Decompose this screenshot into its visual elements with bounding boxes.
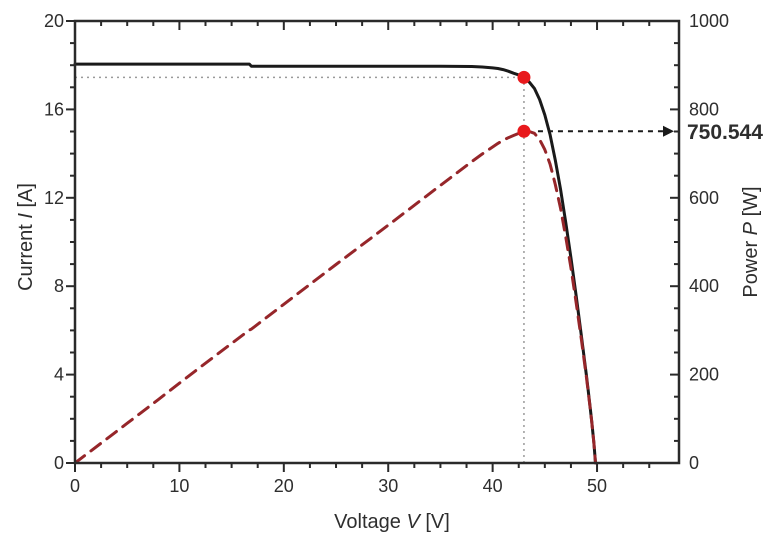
x-tick-label: 50 (587, 476, 607, 496)
x-tick-label: 10 (169, 476, 189, 496)
y-left-tick-label: 8 (54, 276, 64, 296)
y-left-tick-label: 16 (44, 99, 64, 119)
x-tick-label: 0 (70, 476, 80, 496)
y-left-axis-title: Current I [A] (15, 183, 37, 291)
y-right-tick-label: 400 (689, 276, 719, 296)
y-right-tick-label: 800 (689, 99, 719, 119)
y-left-tick-label: 0 (54, 453, 64, 473)
y-left-tick-label: 4 (54, 365, 64, 385)
mpp-current-marker (517, 70, 531, 84)
axis-ticks (66, 20, 679, 472)
mpp-power-marker (517, 124, 531, 138)
y-right-tick-label: 1000 (689, 11, 729, 31)
y-right-tick-label: 600 (689, 188, 719, 208)
mpp-power-value-label: 750.544 (687, 121, 763, 144)
y-left-tick-label: 12 (44, 188, 64, 208)
x-tick-label: 20 (274, 476, 294, 496)
pv-curve (73, 129, 597, 465)
y-right-axis-title: Power P [W] (740, 186, 762, 297)
x-tick-label: 40 (483, 476, 503, 496)
x-tick-label: 30 (378, 476, 398, 496)
x-axis-title: Voltage V [V] (334, 511, 450, 533)
y-right-tick-label: 200 (689, 365, 719, 385)
y-left-tick-label: 20 (44, 11, 64, 31)
arrowhead-icon (663, 125, 674, 137)
y-right-tick-label: 0 (689, 453, 699, 473)
